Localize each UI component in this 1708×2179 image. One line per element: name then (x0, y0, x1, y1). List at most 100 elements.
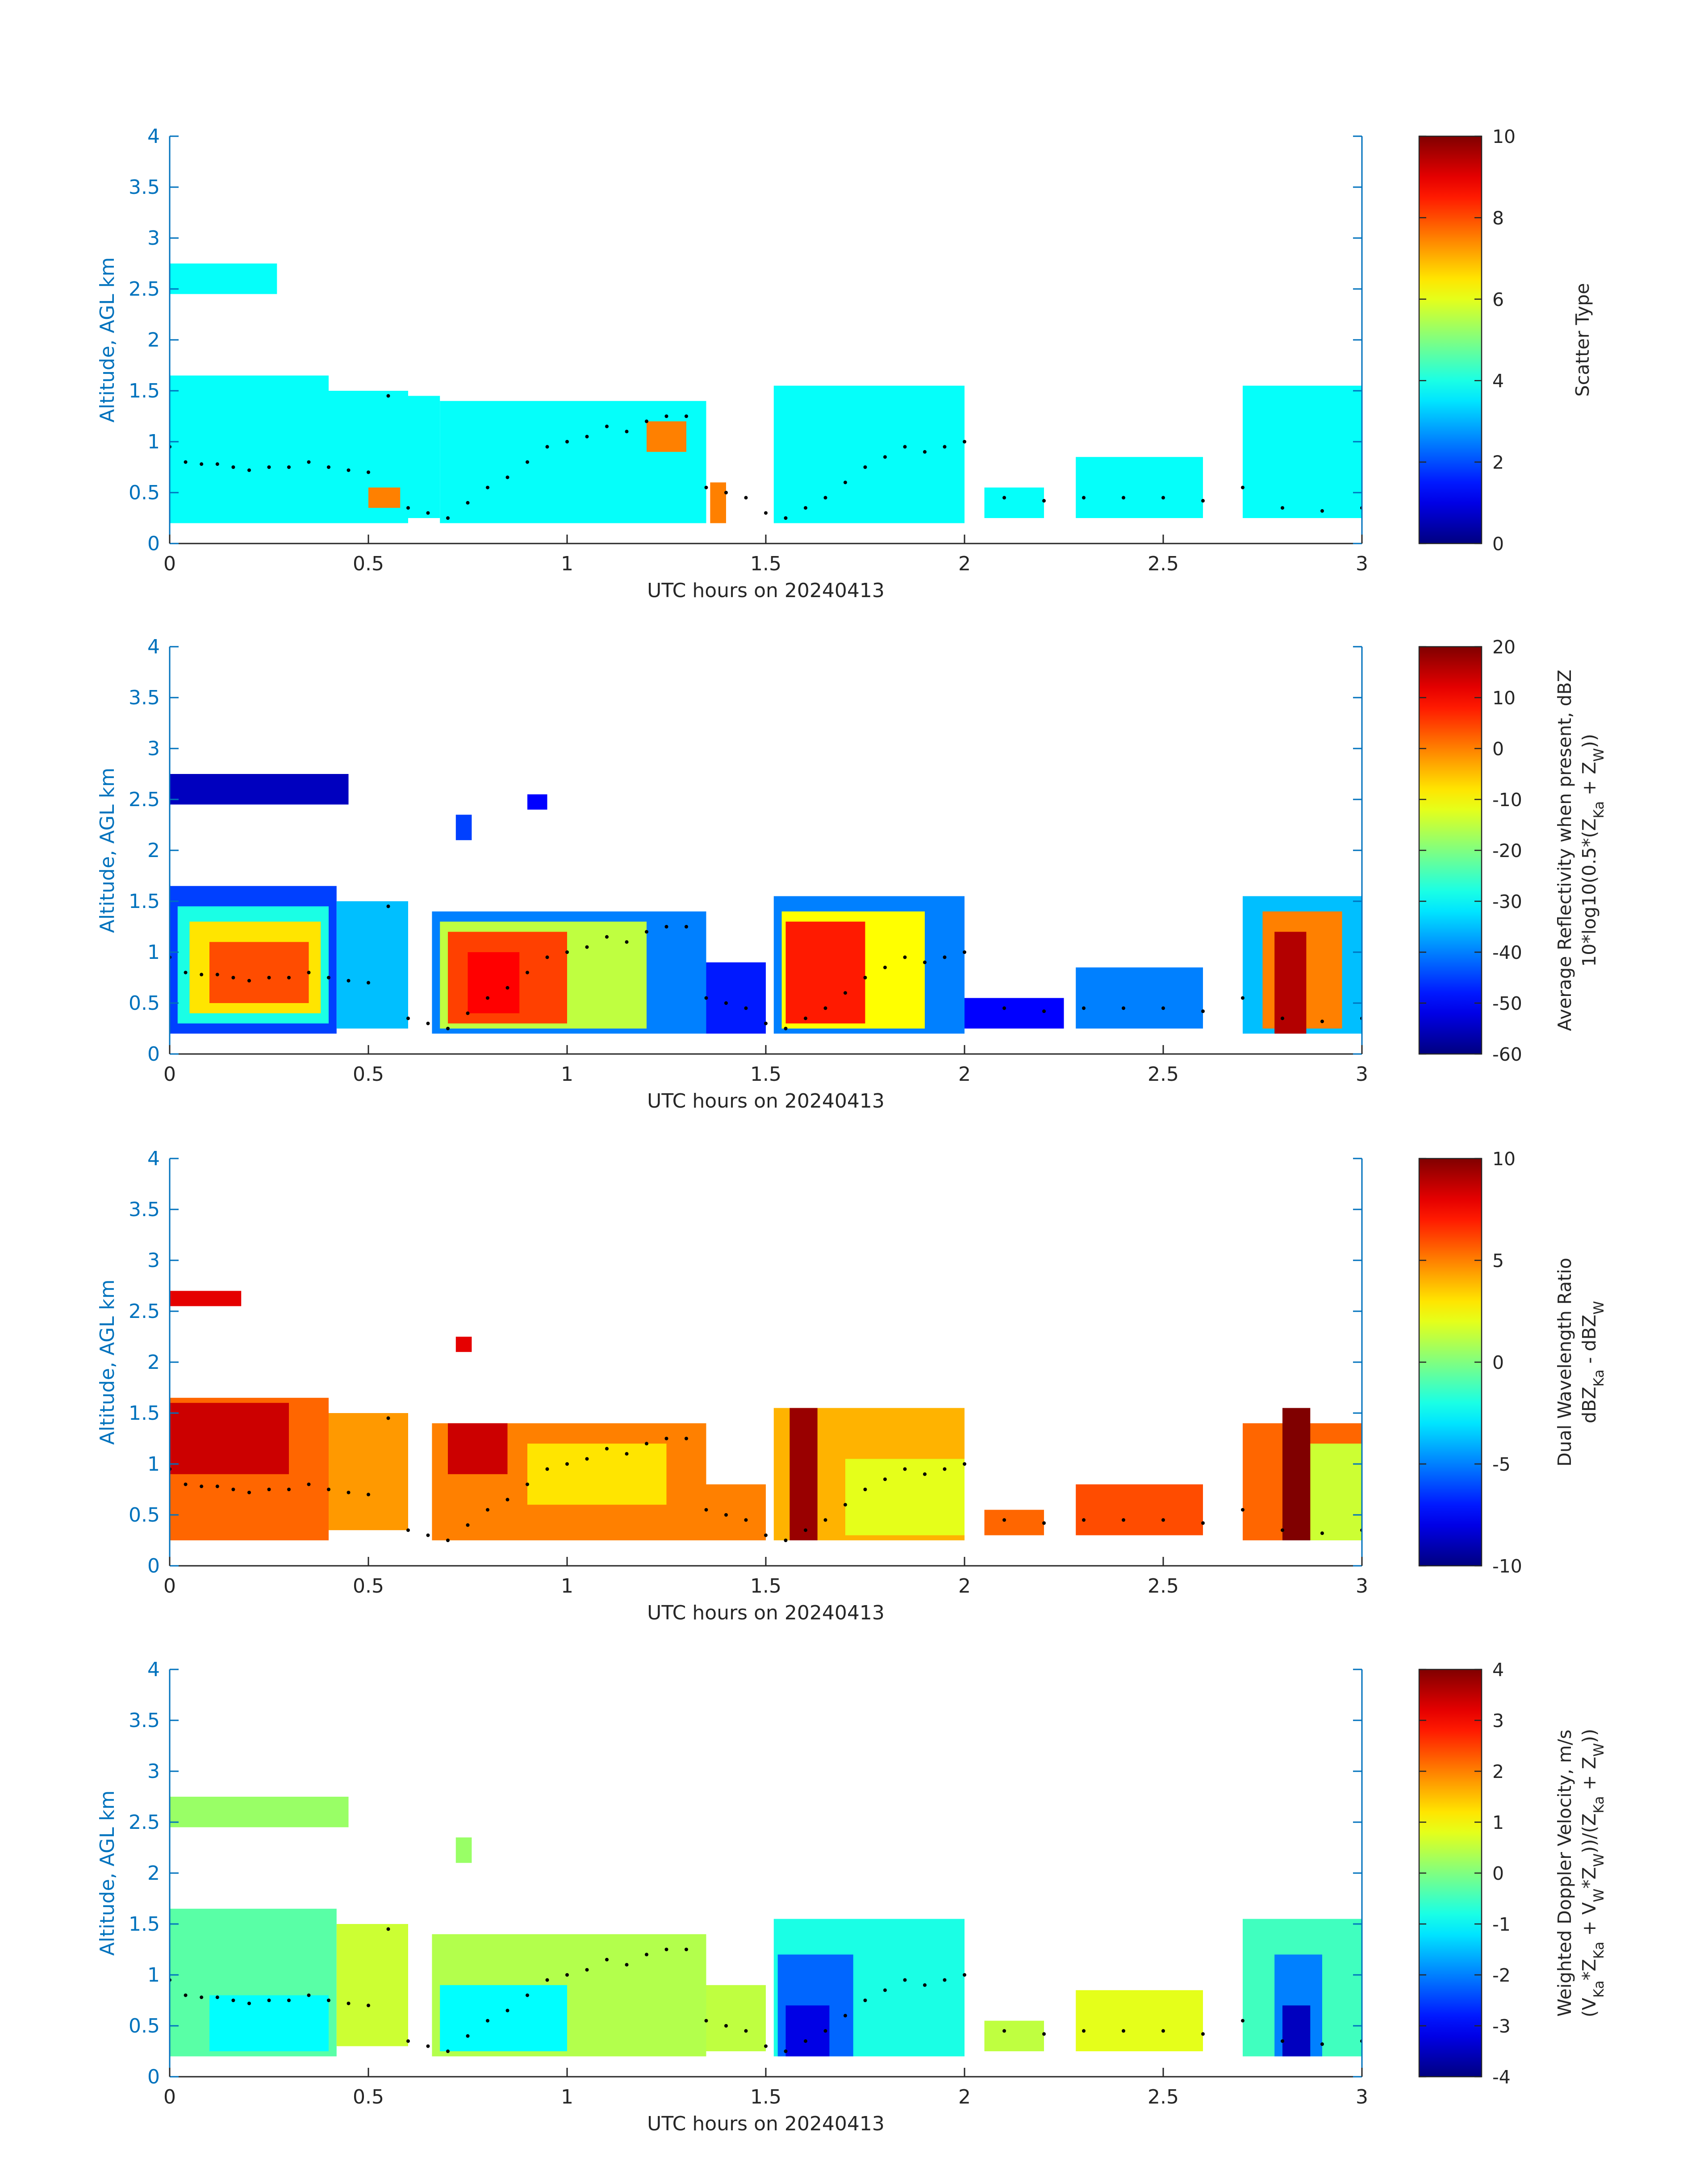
overlay-point (685, 1948, 688, 1951)
overlay-point (347, 468, 351, 472)
overlay-point (823, 2029, 827, 2033)
overlay-point (466, 501, 470, 505)
overlay-point (605, 1447, 609, 1451)
overlay-point (1201, 2032, 1205, 2036)
overlay-point (1281, 1528, 1284, 1532)
overlay-point (1320, 509, 1324, 513)
data-field (785, 2005, 830, 2057)
overlay-point (565, 1462, 569, 1466)
x-tick-label: 2.5 (1148, 1063, 1179, 1086)
x-tick-label: 1.5 (750, 2086, 781, 2108)
overlay-point (231, 465, 235, 469)
overlay-point (943, 1978, 947, 1982)
x-tick-label: 1 (561, 552, 573, 575)
overlay-point (231, 1488, 235, 1491)
overlay-point (744, 2029, 748, 2033)
overlay-point (784, 1027, 788, 1030)
x-axis-label: UTC hours on 20240413 (647, 579, 885, 602)
panel-3: 0 0.5 1 1.5 2 2.5 3 3.5 4 0 0.5 1 1.5 2 2.5 3 UTC hours … (96, 1147, 1607, 1624)
overlay-point (505, 2008, 509, 2012)
overlay-point (1320, 1531, 1324, 1535)
data-field (1076, 967, 1203, 1029)
data-field (336, 1924, 408, 2046)
overlay-point (1241, 1508, 1244, 1512)
colorbar-tick-label: 3 (1492, 1710, 1504, 1731)
overlay-point (486, 996, 489, 1000)
x-tick-label: 3 (1356, 1575, 1368, 1598)
overlay-point (605, 935, 609, 939)
overlay-point (287, 976, 291, 979)
data-field (209, 942, 309, 1003)
colorbar-tick-label: 0 (1492, 738, 1504, 760)
y-tick-label: 1.5 (129, 1402, 160, 1425)
data-field (706, 962, 766, 1034)
y-axis-label: Altitude, AGL km (96, 1280, 119, 1445)
overlay-point (585, 1457, 589, 1461)
colorbar-gradient (1418, 1158, 1482, 1567)
overlay-point (347, 979, 351, 983)
overlay-point (764, 2044, 768, 2048)
overlay-point (923, 1472, 927, 1476)
y-tick-label: 0.5 (129, 1504, 160, 1527)
overlay-point (704, 485, 708, 489)
overlay-point (347, 1490, 351, 1494)
overlay-point (903, 1467, 907, 1471)
overlay-point (863, 465, 867, 469)
x-tick-label: 3 (1356, 552, 1368, 575)
y-tick-label: 2 (147, 839, 160, 862)
overlay-point (526, 1482, 529, 1486)
y-tick-label: 1 (147, 1964, 160, 1987)
overlay-point (327, 1488, 330, 1491)
data-field (706, 1484, 766, 1540)
overlay-point (883, 1988, 887, 1992)
overlay-point (1042, 1521, 1046, 1525)
overlay-point (923, 1983, 927, 1987)
overlay-point (804, 1016, 807, 1020)
overlay-point (883, 455, 887, 459)
overlay-point (844, 2014, 847, 2018)
overlay-point (923, 450, 927, 454)
overlay-point (426, 2044, 430, 2048)
y-tick-label: 1 (147, 1453, 160, 1476)
y-tick-label: 0 (147, 532, 160, 555)
data-field (440, 1985, 567, 2051)
panel-2: 0 0.5 1 1.5 2 2.5 3 3.5 4 0 0.5 1 1.5 2 2.5 3 UTC hours … (96, 636, 1607, 1113)
overlay-point (367, 981, 370, 985)
x-tick-label: 1 (561, 2086, 573, 2108)
overlay-point (625, 430, 629, 434)
data-field (455, 1837, 472, 1863)
overlay-point (625, 1963, 629, 1967)
overlay-point (605, 424, 609, 428)
data-field (984, 487, 1044, 518)
colorbar-tick-label: -5 (1492, 1454, 1511, 1475)
overlay-point (215, 462, 219, 466)
colorbar-tick-label: -3 (1492, 2016, 1511, 2037)
overlay-point (231, 1999, 235, 2002)
overlay-point (446, 1027, 450, 1030)
colorbar: 0 2 4 6 8 10 Scatter Type (1418, 126, 1593, 555)
overlay-point (1042, 1009, 1046, 1013)
overlay-point (1042, 2032, 1046, 2036)
data-field (170, 263, 277, 294)
overlay-point (804, 506, 807, 510)
overlay-point (585, 945, 589, 949)
colorbar-tick-label: 0 (1492, 1863, 1504, 1884)
y-tick-label: 3 (147, 1760, 160, 1783)
x-axis-label: UTC hours on 20240413 (647, 1090, 885, 1113)
y-axis-label: Altitude, AGL km (96, 257, 119, 422)
overlay-point (1122, 1518, 1125, 1522)
colorbar-label: 10*log10(0.5*(ZKa + ZW)) (1579, 734, 1607, 967)
x-tick-label: 1 (561, 1575, 573, 1598)
y-tick-label: 2.5 (129, 1811, 160, 1834)
y-tick-label: 2.5 (129, 1300, 160, 1323)
colorbar-tick-label: -60 (1492, 1044, 1522, 1065)
y-tick-label: 2 (147, 329, 160, 351)
overlay-point (903, 1978, 907, 1982)
overlay-point (267, 1999, 271, 2002)
overlay-point (923, 960, 927, 964)
colorbar-tick-label: -20 (1492, 840, 1522, 862)
overlay-point (486, 485, 489, 489)
x-tick-label: 2.5 (1148, 552, 1179, 575)
overlay-point (664, 414, 668, 418)
colorbar-gradient (1418, 646, 1482, 1055)
